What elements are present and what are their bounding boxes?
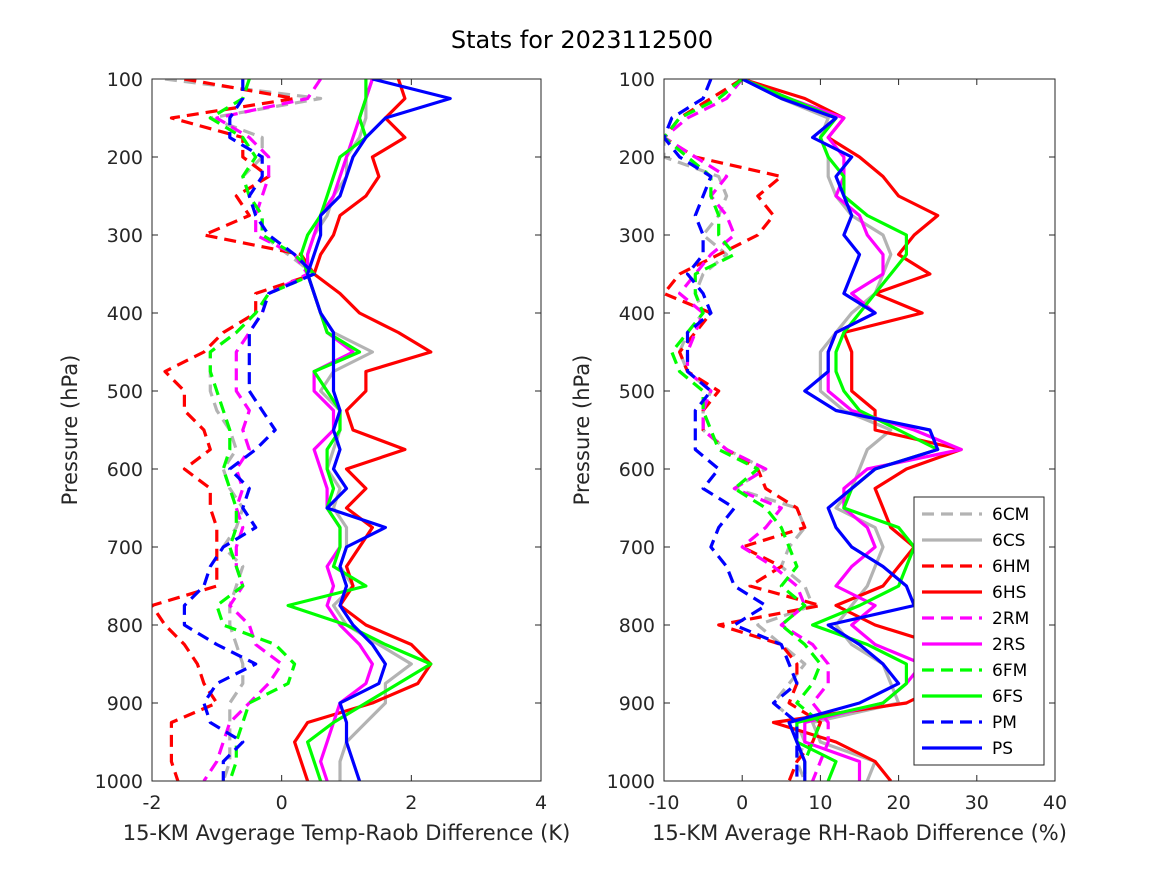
x-axis-label: 15-KM Avgerage Temp-Raob Difference (K) <box>123 821 571 845</box>
x-tick-label: 40 <box>1043 792 1067 814</box>
x-tick-label: 0 <box>736 792 748 814</box>
series-line-2rm <box>202 79 322 781</box>
series-line-6hm <box>152 79 316 781</box>
legend-entry-2rs: 2RS <box>992 635 1025 655</box>
x-axis-label: 15-KM Average RH-Raob Difference (%) <box>652 821 1067 845</box>
x-tick-label: 4 <box>535 792 547 814</box>
y-axis-label: Pressure (hPa) <box>570 355 594 506</box>
x-tick-label: -10 <box>648 792 679 814</box>
legend-entry-6cm: 6CM <box>992 505 1029 525</box>
y-tick-label: 100 <box>619 69 655 91</box>
figure-title: Stats for 2023112500 <box>451 26 713 54</box>
y-tick-label: 1000 <box>95 771 143 793</box>
y-tick-label: 300 <box>619 225 655 247</box>
y-tick-label: 800 <box>107 615 143 637</box>
y-tick-label: 700 <box>619 537 655 559</box>
y-tick-label: 600 <box>107 459 143 481</box>
y-tick-label: 400 <box>619 303 655 325</box>
series-line-2rm <box>664 79 830 781</box>
legend-entry-6fs: 6FS <box>992 687 1023 707</box>
y-tick-label: 700 <box>107 537 143 559</box>
x-tick-label: 10 <box>808 792 832 814</box>
y-tick-label: 200 <box>619 147 655 169</box>
y-tick-label: 200 <box>107 147 143 169</box>
series-line-6fs <box>286 79 433 781</box>
series-line-6fm <box>208 79 316 781</box>
legend-entry-ps: PS <box>992 739 1013 759</box>
series-line-6hm <box>664 79 823 781</box>
x-tick-label: 30 <box>965 792 989 814</box>
x-tick-label: 2 <box>405 792 417 814</box>
axes-box <box>663 78 1056 782</box>
y-tick-label: 500 <box>619 381 655 403</box>
series-line-pm <box>664 79 799 781</box>
y-tick-label: 100 <box>107 69 143 91</box>
y-tick-label: 800 <box>619 615 655 637</box>
legend-entry-6hs: 6HS <box>992 583 1026 603</box>
series-line-6cs <box>306 79 413 781</box>
y-tick-label: 600 <box>619 459 655 481</box>
series-line-6fm <box>664 79 823 781</box>
series-line-6cm <box>664 79 815 781</box>
legend-box <box>913 496 1045 766</box>
legend-entry-pm: PM <box>992 713 1017 733</box>
y-tick-label: 300 <box>107 225 143 247</box>
rh-panel: -10 0 10 20 30 40 100 200 300 400 500 600 700 800 900 1… <box>570 69 1067 845</box>
legend-entry-6hm: 6HM <box>992 557 1030 577</box>
y-tick-label: 900 <box>107 693 143 715</box>
legend-entry-6fm: 6FM <box>992 661 1027 681</box>
y-tick-label: 500 <box>107 381 143 403</box>
series-line-ps <box>741 79 940 781</box>
x-tick-label: -2 <box>143 792 162 814</box>
legend: 6CM 6CS 6HM 6HS 2RM 2RS 6FM 6FS PM PS <box>913 496 1045 766</box>
y-tick-label: 900 <box>619 693 655 715</box>
y-tick-label: 400 <box>107 303 143 325</box>
legend-entry-6cs: 6CS <box>992 531 1025 551</box>
x-tick-label: 20 <box>887 792 911 814</box>
temperature-panel: -2 0 2 4 100 200 300 400 500 600 700 800 900 1000 15-K… <box>58 69 570 845</box>
legend-entry-2rm: 2RM <box>992 609 1029 629</box>
axes-box <box>151 78 542 782</box>
series-line-ps <box>306 79 452 781</box>
y-axis-label: Pressure (hPa) <box>58 355 82 506</box>
y-tick-label: 1000 <box>607 771 655 793</box>
x-tick-label: 0 <box>276 792 288 814</box>
series-line-pm <box>182 79 316 781</box>
